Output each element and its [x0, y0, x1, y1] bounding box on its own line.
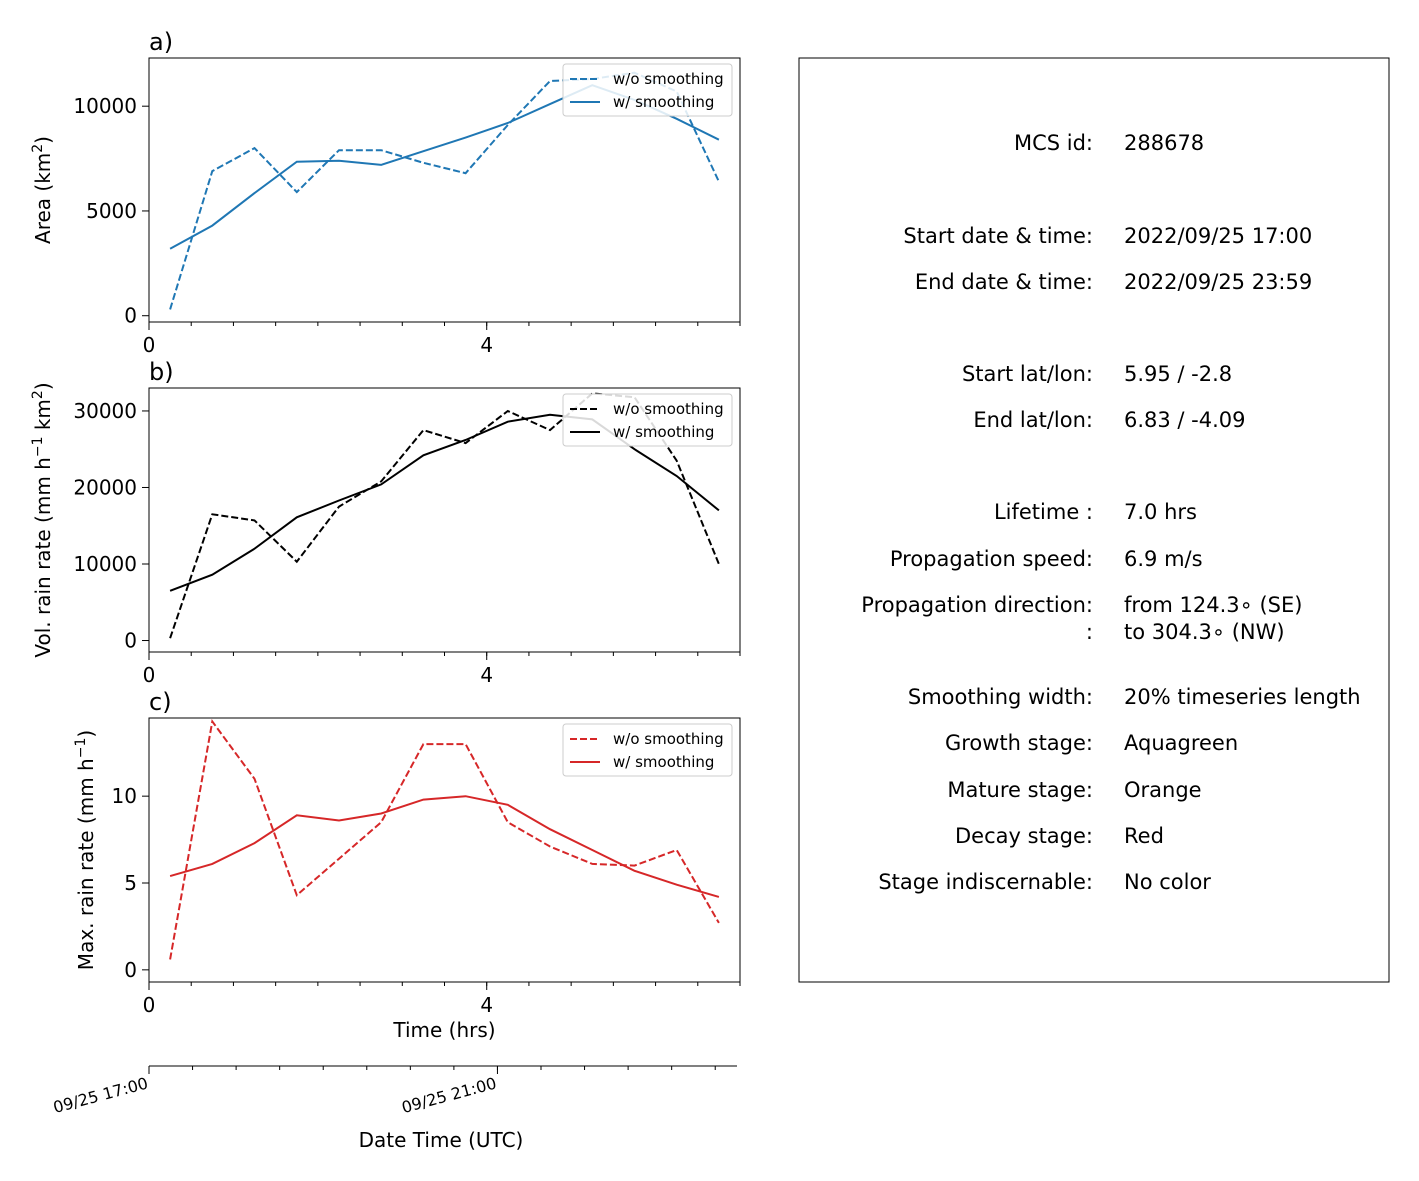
info-value: 2022/09/25 23:59 — [1124, 270, 1312, 294]
info-row: Propagation speed: 6.9 m/s — [890, 547, 1203, 571]
info-row: End date & time: 2022/09/25 23:59 — [915, 270, 1312, 294]
y-tick-label: 0 — [124, 629, 137, 653]
legend: w/o smoothing w/ smoothing — [562, 723, 733, 777]
info-label: Growth stage: — [945, 731, 1093, 755]
info-row: Propagation direction: from 124.3∘ (SE) — [861, 593, 1302, 617]
info-row: Start date & time: 2022/09/25 17:00 — [903, 224, 1312, 248]
info-label: Propagation direction: — [861, 593, 1093, 617]
info-value: 7.0 hrs — [1124, 500, 1197, 524]
date-axis-label: Date Time (UTC) — [359, 1128, 524, 1152]
info-panel: MCS id: 288678 Start date & time: 2022/09/2… — [798, 57, 1390, 983]
legend-label: w/ smoothing — [613, 753, 714, 771]
x-tick-label: 0 — [143, 333, 156, 357]
y-tick-label: 20000 — [73, 475, 137, 499]
info-value: 2022/09/25 17:00 — [1124, 224, 1312, 248]
y-axis-label: Max. rain rate (mm h−1) — [73, 730, 98, 970]
info-value: Red — [1124, 824, 1164, 848]
y-tick-label: 10000 — [73, 552, 137, 576]
info-label: : — [1086, 620, 1093, 644]
date-axis: 09/25 17:00 09/25 21:00 Date Time (UTC) — [51, 1065, 737, 1152]
x-tick-label: 4 — [480, 993, 493, 1017]
info-label: Smoothing width: — [908, 685, 1093, 709]
info-label: Start lat/lon: — [962, 362, 1093, 386]
panel-c: c) 0 4 0 5 10 Max. rain rate (mm h−1) Time (hrs… — [73, 688, 741, 1042]
info-value: from 124.3∘ (SE) — [1124, 593, 1302, 617]
legend: w/o smoothing w/ smoothing — [562, 393, 733, 447]
info-value: 20% timeseries length — [1124, 685, 1361, 709]
info-value: Aquagreen — [1124, 731, 1238, 755]
info-row: Stage indiscernable: No color — [878, 870, 1211, 894]
y-tick-label: 10 — [112, 784, 137, 808]
legend-label: w/o smoothing — [613, 400, 724, 418]
info-value: Orange — [1124, 778, 1202, 802]
info-value: 288678 — [1124, 131, 1204, 155]
info-label: Decay stage: — [955, 824, 1093, 848]
info-label: End lat/lon: — [973, 408, 1093, 432]
y-tick-label: 5000 — [86, 199, 137, 223]
info-row: : to 304.3∘ (NW) — [1086, 620, 1285, 644]
x-axis-label: Time (hrs) — [392, 1018, 495, 1042]
y-tick-label: 0 — [124, 958, 137, 982]
date-tick-label: 09/25 21:00 — [400, 1074, 499, 1118]
series-line-raw — [169, 719, 720, 960]
y-tick-label: 30000 — [73, 399, 137, 423]
legend-box — [562, 723, 733, 777]
y-tick-label: 5 — [124, 871, 137, 895]
panel-b: b) 0 4 0 10000 20000 30000 Vol. rain rate (mm h… — [30, 358, 741, 687]
info-row: Mature stage: Orange — [947, 778, 1201, 802]
y-tick-label: 0 — [124, 304, 137, 328]
x-tick-label: 0 — [143, 663, 156, 687]
info-label: Propagation speed: — [890, 547, 1093, 571]
panel-label: c) — [149, 688, 172, 716]
info-row: Smoothing width: 20% timeseries length — [908, 685, 1361, 709]
legend: w/o smoothing w/ smoothing — [562, 63, 733, 117]
info-value: 6.83 / -4.09 — [1124, 408, 1246, 432]
panel-label: a) — [149, 28, 173, 56]
info-label: Start date & time: — [903, 224, 1093, 248]
info-row: Growth stage: Aquagreen — [945, 731, 1238, 755]
info-value: No color — [1124, 870, 1211, 894]
info-value: to 304.3∘ (NW) — [1124, 620, 1285, 644]
panel-a: a) 0 4 0 5000 10000 Area (km2) w/o smoothing w/ … — [30, 28, 741, 357]
info-value: 5.95 / -2.8 — [1124, 362, 1232, 386]
info-label: End date & time: — [915, 270, 1093, 294]
info-label: Lifetime : — [994, 500, 1093, 524]
x-tick-label: 4 — [480, 333, 493, 357]
legend-box — [562, 63, 733, 117]
info-row: Decay stage: Red — [955, 824, 1164, 848]
series-line-smoothed — [169, 795, 720, 898]
legend-label: w/o smoothing — [613, 70, 724, 88]
info-row: MCS id: 288678 — [1014, 131, 1204, 155]
y-axis-label: Vol. rain rate (mm h−1 km2) — [30, 382, 55, 657]
y-axis-label: Area (km2) — [30, 136, 55, 244]
info-label: Stage indiscernable: — [878, 870, 1093, 894]
x-tick-label: 4 — [480, 663, 493, 687]
date-tick-label: 09/25 17:00 — [51, 1074, 150, 1118]
info-panel-frame — [798, 57, 1390, 983]
x-tick-label: 0 — [143, 993, 156, 1017]
info-label: Mature stage: — [947, 778, 1093, 802]
info-label: MCS id: — [1014, 131, 1093, 155]
info-row: Lifetime : 7.0 hrs — [994, 500, 1197, 524]
legend-label: w/ smoothing — [613, 93, 714, 111]
y-tick-label: 10000 — [73, 94, 137, 118]
panel-label: b) — [149, 358, 174, 386]
info-row: End lat/lon: 6.83 / -4.09 — [973, 408, 1245, 432]
info-value: 6.9 m/s — [1124, 547, 1203, 571]
legend-label: w/o smoothing — [613, 730, 724, 748]
legend-box — [562, 393, 733, 447]
legend-label: w/ smoothing — [613, 423, 714, 441]
info-row: Start lat/lon: 5.95 / -2.8 — [962, 362, 1232, 386]
